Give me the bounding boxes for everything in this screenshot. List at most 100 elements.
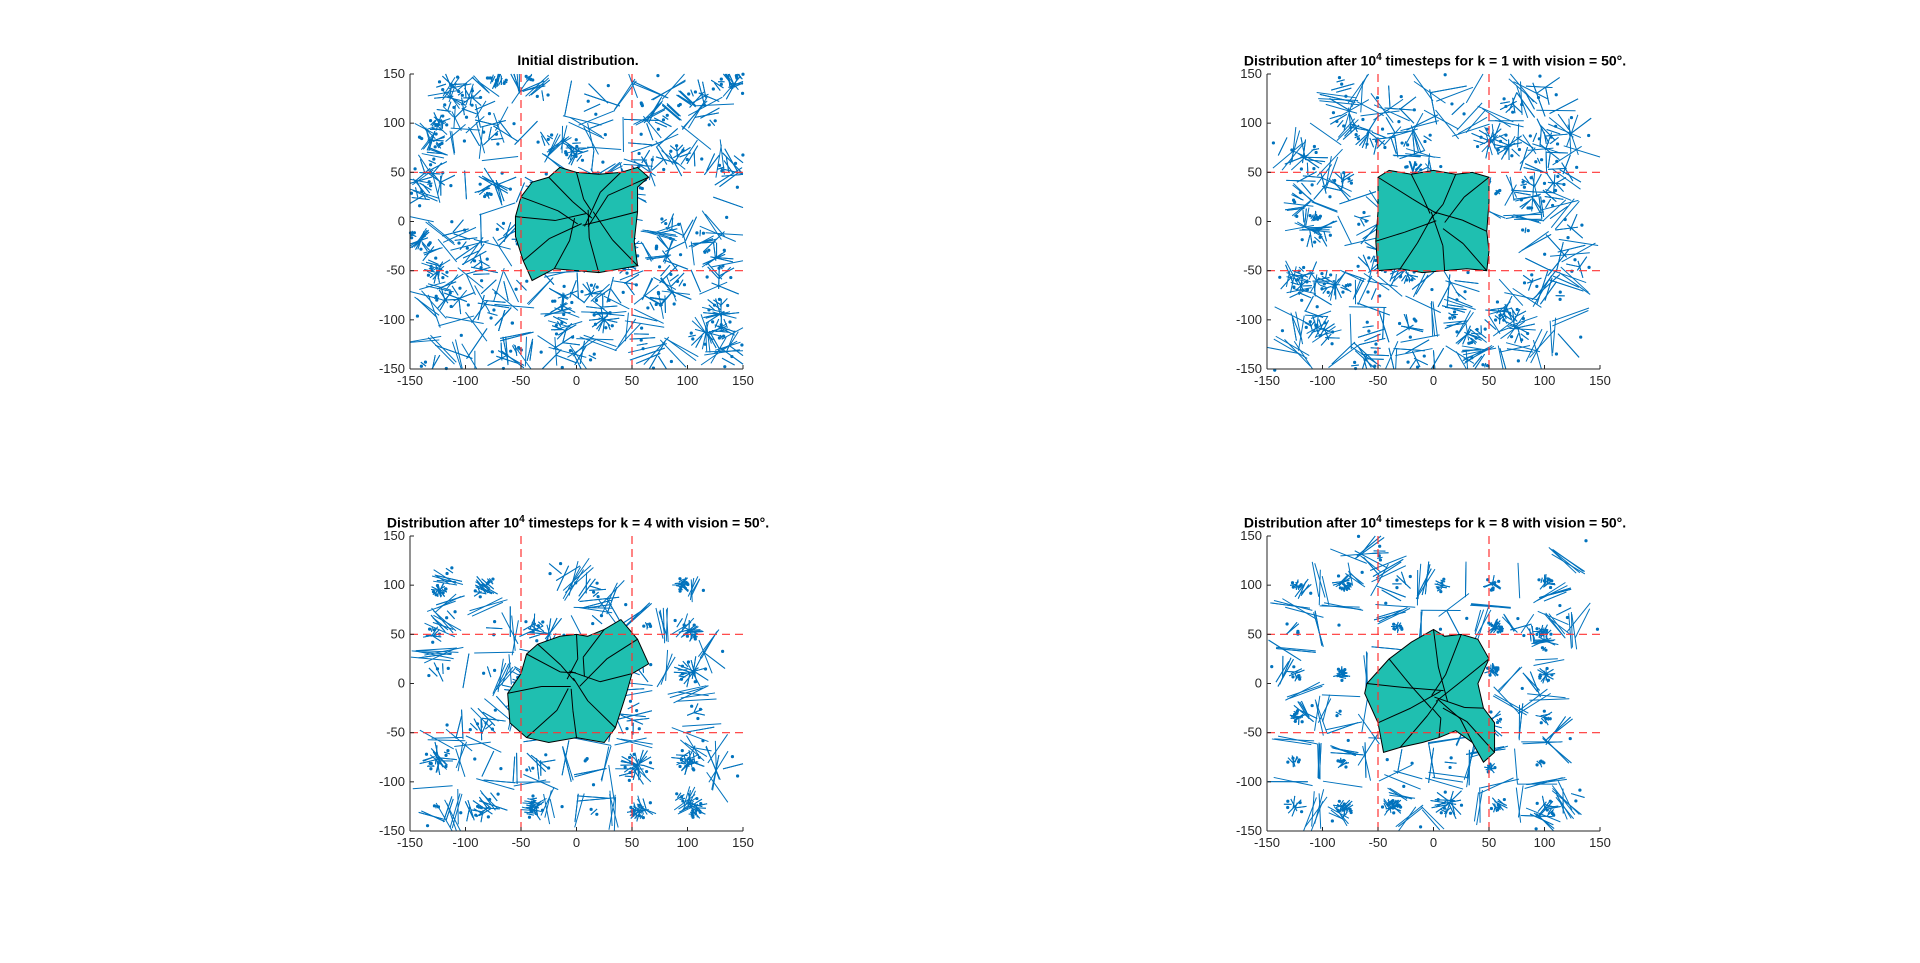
voronoi-edge: [439, 582, 445, 592]
voronoi-edge: [1495, 142, 1522, 149]
voronoi-edge: [1498, 278, 1524, 306]
voronoi-edge: [650, 297, 665, 301]
agent-point: [740, 343, 744, 347]
voronoi-edge: [496, 223, 505, 230]
voronoi-edge: [592, 591, 599, 597]
voronoi-edge: [1471, 603, 1511, 608]
region-edge: [1410, 174, 1424, 199]
agent-point: [693, 680, 697, 684]
agent-point: [1378, 294, 1382, 298]
agent-point: [1502, 97, 1506, 101]
voronoi-edge: [614, 323, 641, 352]
voronoi-edge: [1274, 306, 1310, 325]
agent-point: [1543, 252, 1547, 256]
voronoi-edge: [1285, 264, 1294, 284]
voronoi-edge: [1436, 583, 1444, 588]
voronoi-edge: [707, 266, 719, 279]
voronoi-edge: [464, 801, 474, 819]
voronoi-edge: [1537, 669, 1550, 678]
voronoi-edge: [1473, 139, 1486, 145]
agent-point: [1293, 200, 1297, 204]
voronoi-edge: [659, 339, 687, 368]
voronoi-edge: [528, 277, 554, 306]
voronoi-edge: [488, 578, 493, 583]
agent-point: [717, 163, 722, 167]
voronoi-edge: [1446, 274, 1451, 307]
voronoi-edge: [569, 344, 588, 370]
voronoi-edge: [1499, 348, 1507, 370]
voronoi-edge: [1515, 193, 1541, 202]
voronoi-edge: [1524, 227, 1527, 234]
voronoi-edge: [705, 249, 709, 254]
voronoi-edge: [686, 726, 715, 733]
voronoi-edge: [573, 606, 613, 609]
voronoi-edge: [1355, 133, 1368, 146]
voronoi-edge: [1412, 128, 1426, 152]
agent-point: [1318, 235, 1322, 239]
voronoi-edge: [1312, 326, 1336, 343]
voronoi-edge: [1478, 777, 1514, 794]
voronoi-edge: [1529, 671, 1541, 698]
voronoi-edge: [1292, 184, 1315, 203]
voronoi-edge: [1295, 311, 1304, 345]
title-post: timesteps for k = 1 with vision = 50°.: [1381, 52, 1627, 69]
agent-point: [499, 767, 503, 771]
voronoi-edge: [710, 79, 724, 89]
voronoi-edge: [728, 81, 744, 88]
voronoi-edge: [409, 188, 440, 199]
voronoi-edge: [479, 790, 496, 811]
voronoi-edge: [524, 811, 536, 814]
voronoi-edge: [1545, 151, 1548, 172]
voronoi-edge: [1396, 324, 1414, 336]
voronoi-edge: [1347, 283, 1350, 288]
voronoi-edge: [1395, 804, 1424, 828]
voronoi-edge: [1297, 701, 1310, 719]
agent-point: [656, 291, 661, 296]
agent-point: [603, 132, 607, 137]
voronoi-edge: [714, 82, 721, 91]
agent-point: [669, 149, 673, 153]
voronoi-edge: [1362, 745, 1372, 781]
agent-point: [1374, 258, 1378, 263]
voronoi-edge: [1536, 118, 1550, 144]
agent-point: [441, 591, 445, 595]
voronoi-edge: [1509, 327, 1536, 331]
agent-point: [646, 306, 650, 310]
agent-point: [1312, 216, 1316, 220]
voronoi-edge: [432, 751, 444, 768]
voronoi-edge: [1428, 771, 1469, 779]
voronoi-edge: [1319, 605, 1360, 608]
voronoi-edge: [680, 751, 691, 759]
x-tick-label: 100: [677, 835, 699, 850]
voronoi-edge: [1310, 214, 1314, 220]
region-edge: [576, 634, 579, 659]
voronoi-edge: [435, 585, 445, 593]
voronoi-edge: [653, 224, 679, 234]
voronoi-edge: [1521, 233, 1552, 251]
voronoi-edge: [1539, 126, 1542, 147]
voronoi-edge: [490, 74, 494, 84]
voronoi-edge: [1339, 761, 1348, 767]
voronoi-edge: [553, 320, 583, 331]
voronoi-edge: [598, 317, 618, 323]
voronoi-edge: [415, 187, 419, 198]
agent-point: [1356, 264, 1360, 268]
voronoi-edge: [556, 321, 562, 327]
voronoi-edge: [465, 311, 488, 342]
voronoi-edge: [699, 225, 736, 242]
agent-point: [689, 331, 693, 335]
agent-point: [1302, 265, 1306, 270]
voronoi-edge: [582, 283, 592, 294]
voronoi-edge: [1316, 92, 1357, 99]
voronoi-edge: [476, 778, 515, 790]
voronoi-edge: [595, 311, 611, 326]
voronoi-edge: [1357, 328, 1386, 338]
agent-point: [536, 140, 540, 144]
voronoi-edge: [1512, 308, 1521, 323]
voronoi-edge: [475, 581, 498, 595]
agent-point: [412, 231, 416, 235]
agent-point: [1322, 282, 1326, 286]
voronoi-edge: [702, 651, 726, 669]
voronoi-edge: [688, 749, 693, 768]
voronoi-edge: [1551, 553, 1586, 575]
